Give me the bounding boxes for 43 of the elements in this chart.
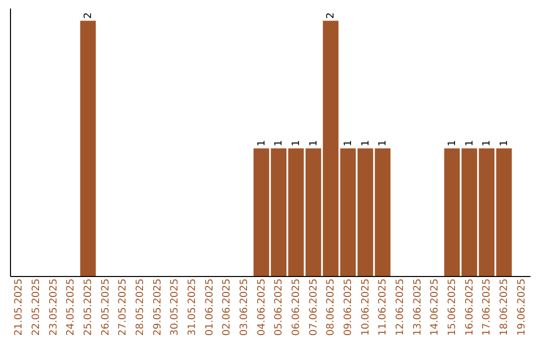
x-tick-label: 22.05.2025 [31,278,42,336]
x-tick-label: 21.05.2025 [14,278,25,336]
x-tick-label: 10.06.2025 [360,278,372,336]
x-tick-label: 02.06.2025 [222,278,233,336]
x-tick-label: 11.06.2025 [378,278,389,336]
data-label: 1 [482,140,493,146]
x-tick-label: 15.06.2025 [447,278,458,336]
data-label: 1 [464,140,476,146]
data-label: 1 [499,140,510,146]
x-tick-label: 16.06.2025 [464,278,476,336]
x-tick-label: 03.06.2025 [239,278,250,336]
data-label: 1 [256,140,268,146]
data-label: 1 [378,140,389,146]
data-label: 1 [291,140,302,146]
x-tick-label: 30.05.2025 [170,278,181,336]
x-tick-label: 13.06.2025 [412,278,424,336]
x-tick-label: 09.06.2025 [343,278,354,336]
x-tick-label: 01.06.2025 [204,278,216,336]
data-label: 1 [447,140,458,146]
x-tick-label: 08.06.2025 [326,278,337,336]
x-tick-label: 14.06.2025 [430,278,441,336]
x-tick-label: 26.05.2025 [100,278,112,336]
x-tick-label: 19.06.2025 [516,278,528,336]
x-tick-label: 23.05.2025 [48,278,60,336]
x-tick-label: 27.05.2025 [118,278,129,336]
data-label: 1 [343,140,354,146]
data-label: 1 [274,140,285,146]
x-tick-label: 12.06.2025 [395,278,406,336]
data-label: 1 [360,140,372,146]
x-tick-label: 07.06.2025 [308,278,320,336]
x-tick-label: 25.05.2025 [83,278,94,336]
x-tick-label: 28.05.2025 [135,278,146,336]
x-tick-label: 29.05.2025 [152,278,164,336]
x-tick-label: 24.05.2025 [66,278,77,336]
data-label: 2 [326,12,337,19]
x-tick-label: 31.05.2025 [187,278,198,336]
data-label: 2 [83,12,94,19]
x-tick-label: 05.06.2025 [274,278,285,336]
data-label: 1 [308,140,320,146]
x-tick-label: 18.06.2025 [499,278,510,336]
x-tick-label: 17.06.2025 [482,278,493,336]
x-tick-label: 06.06.2025 [291,278,302,336]
x-tick-label: 04.06.2025 [256,278,268,336]
